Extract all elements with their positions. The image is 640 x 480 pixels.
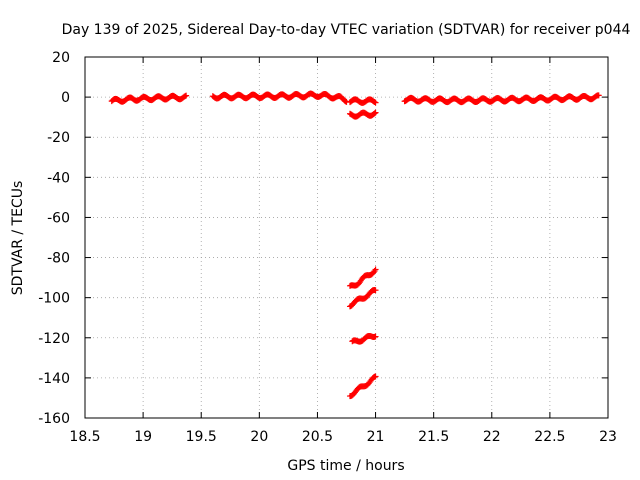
series-0 [108,92,190,105]
y-tick-label: 0 [61,90,70,106]
series-2 [346,96,379,106]
x-tick-label: 21.5 [418,429,449,445]
x-tick-label: 23 [599,429,617,445]
data-point [372,373,379,380]
plot-frame [84,56,609,419]
y-tick-label: -140 [38,371,70,387]
x-tick-labels: 18.5 19 19.5 20 20.5 21 21.5 22 22.5 23 [69,429,617,445]
y-tick-label: -160 [38,411,70,427]
y-tick-label: -60 [47,210,70,226]
data-point [372,287,379,294]
series-1 [209,90,350,105]
series-7 [349,332,379,345]
data-point [372,333,379,340]
x-tick-label: 19.5 [186,429,217,445]
x-axis-label: GPS time / hours [287,458,404,474]
series-4 [401,92,602,106]
y-tick-labels: 20 0 -20 -40 -60 -80 -100 -120 -140 -160 [38,50,70,427]
data-point [372,99,379,106]
y-axis-label: SDTVAR / TECUs [10,181,26,296]
y-tick-label: 20 [52,50,70,66]
x-tick-label: 21 [367,429,385,445]
y-tick-label: -80 [47,251,70,267]
series-8 [346,373,379,400]
data-point [372,266,379,273]
x-tick-label: 18.5 [69,429,100,445]
x-tick-label: 20 [250,429,268,445]
y-tick-label: -100 [38,291,70,307]
chart-title: Day 139 of 2025, Sidereal Day-to-day VTE… [62,22,631,38]
axis-ticks [84,56,609,419]
y-tick-label: -40 [47,170,70,186]
series-3 [346,109,379,120]
data-point [183,92,190,99]
data-points [108,90,602,400]
x-tick-label: 20.5 [302,429,333,445]
series-6 [346,287,379,310]
x-tick-label: 22.5 [534,429,565,445]
grid-lines [85,57,608,418]
data-point [371,110,378,117]
x-tick-label: 22 [483,429,501,445]
y-tick-label: -120 [38,331,70,347]
data-point [372,109,379,116]
y-tick-label: -20 [47,130,70,146]
data-point [595,92,602,99]
x-tick-label: 19 [134,429,152,445]
series-5 [346,266,379,289]
